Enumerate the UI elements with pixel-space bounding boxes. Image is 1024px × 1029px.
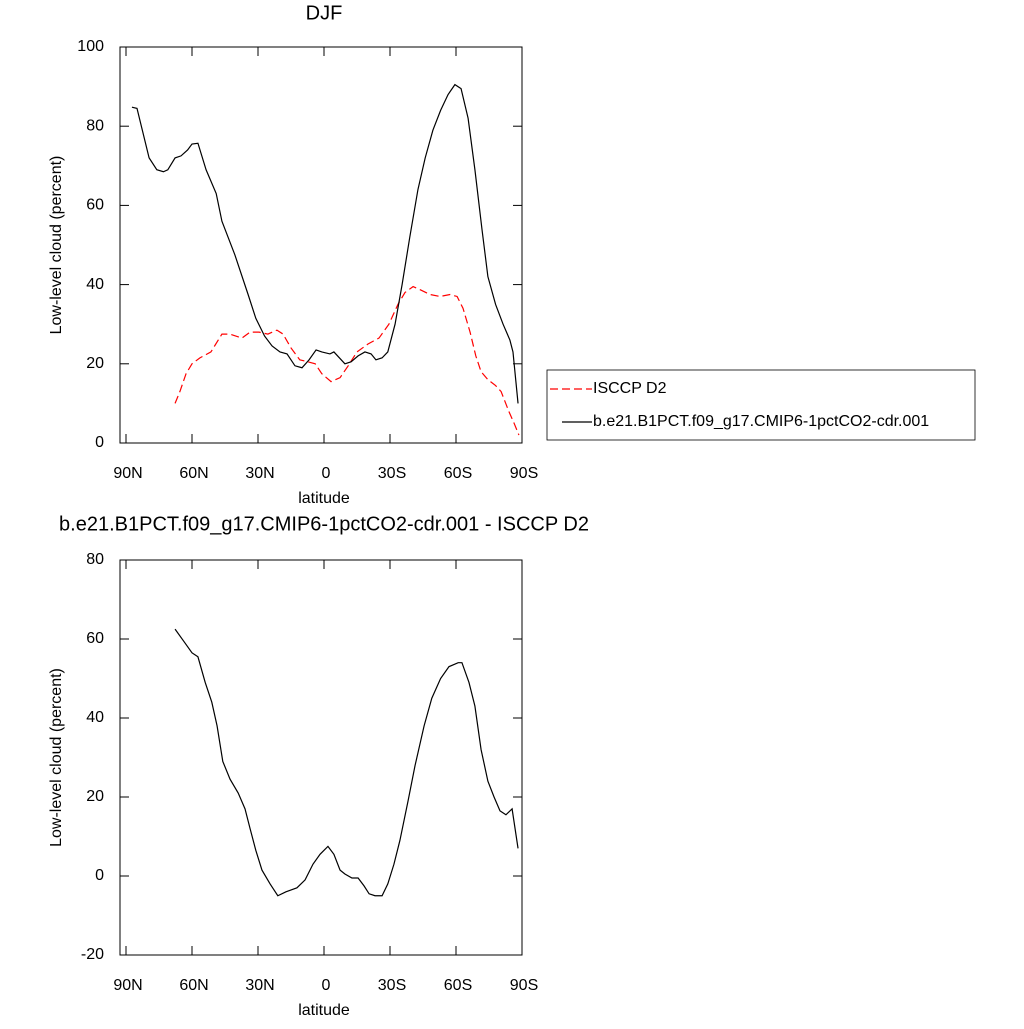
y-axis-label: Low-level cloud (percent): [48, 156, 65, 335]
x-tick-label: 90S: [510, 977, 538, 994]
x-tick-label: 60S: [444, 465, 472, 482]
y-tick-label: 60: [86, 197, 104, 214]
chart-title: DJF: [306, 2, 343, 24]
y-tick-label: 60: [86, 630, 104, 647]
x-tick-label: 30N: [245, 465, 274, 482]
x-tick-label: 90N: [113, 977, 142, 994]
chart-title: b.e21.B1PCT.f09_g17.CMIP6-1pctCO2-cdr.00…: [59, 513, 589, 535]
y-tick-label: 80: [86, 117, 104, 134]
x-tick-label: 60N: [179, 465, 208, 482]
x-tick-label: 60N: [179, 977, 208, 994]
y-tick-label: 0: [95, 867, 104, 884]
y-tick-label: 80: [86, 551, 104, 568]
y-tick-label: 100: [77, 38, 104, 55]
data-line: [174, 285, 520, 436]
data-line: [174, 628, 519, 897]
y-axis-label: Low-level cloud (percent): [48, 668, 65, 847]
x-tick-label: 90S: [510, 465, 538, 482]
x-axis-label: latitude: [298, 1002, 350, 1019]
x-tick-label: 30N: [245, 977, 274, 994]
legend-label: ISCCP D2: [593, 380, 667, 397]
x-tick-label: 30S: [378, 465, 406, 482]
y-tick-label: 0: [95, 434, 104, 451]
y-tick-label: 40: [86, 276, 104, 293]
y-tick-label: 40: [86, 709, 104, 726]
data-line: [131, 83, 519, 404]
legend-label: b.e21.B1PCT.f09_g17.CMIP6-1pctCO2-cdr.00…: [593, 413, 929, 430]
x-tick-label: 60S: [444, 977, 472, 994]
plot-frame: [119, 46, 523, 444]
x-axis-label: latitude: [298, 490, 350, 507]
y-tick-label: 20: [86, 355, 104, 372]
x-tick-label: 0: [322, 977, 331, 994]
x-tick-label: 0: [322, 465, 331, 482]
plot-frame: [119, 559, 523, 956]
y-tick-label: 20: [86, 788, 104, 805]
legend-box: [546, 369, 976, 441]
x-tick-label: 30S: [378, 977, 406, 994]
x-tick-label: 90N: [113, 465, 142, 482]
y-tick-label: -20: [81, 946, 104, 963]
